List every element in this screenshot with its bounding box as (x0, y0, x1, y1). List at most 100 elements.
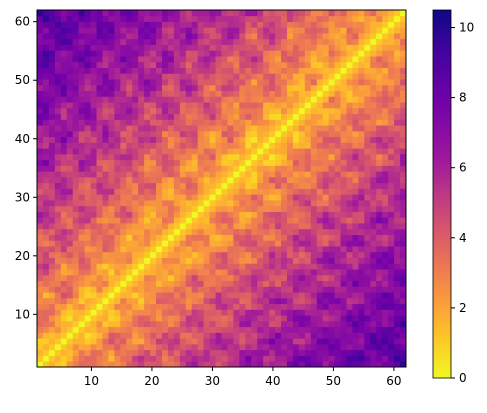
heatmap-cell (191, 182, 199, 189)
heatmap-cell (173, 211, 181, 218)
heatmap-cell (179, 194, 187, 201)
heatmap-cell (227, 263, 234, 270)
heatmap-cell (215, 96, 222, 103)
heatmap-cell (72, 182, 80, 189)
heatmap-cell (221, 309, 228, 316)
heatmap-cell (245, 297, 252, 305)
heatmap-cell (197, 61, 205, 68)
heatmap-cell (292, 343, 300, 351)
heatmap-cell (60, 200, 68, 207)
heatmap-cell (167, 217, 175, 224)
heatmap-cell (269, 211, 276, 218)
heatmap-cell (72, 355, 80, 362)
heatmap-cell (156, 176, 163, 184)
heatmap-cell (54, 251, 62, 258)
heatmap-cell (304, 102, 312, 109)
heatmap-cell (281, 50, 288, 57)
heatmap-cell (84, 332, 91, 339)
heatmap-cell (203, 309, 210, 316)
heatmap-cell (304, 188, 312, 195)
heatmap-cell (37, 84, 44, 92)
heatmap-cell (96, 148, 103, 155)
heatmap-cell (126, 102, 133, 109)
heatmap-cell (179, 61, 187, 68)
heatmap-cell (358, 194, 365, 201)
heatmap-cell (203, 292, 210, 299)
heatmap-cell (156, 21, 163, 28)
heatmap-cell (239, 309, 246, 316)
heatmap-cell (197, 274, 205, 282)
heatmap-cell (394, 280, 401, 287)
heatmap-cell (78, 320, 86, 328)
heatmap-cell (400, 326, 407, 333)
heatmap-cell (352, 343, 359, 351)
heatmap-cell (90, 176, 97, 184)
heatmap-cell (138, 194, 145, 201)
heatmap-cell (370, 67, 377, 74)
heatmap-cell (298, 153, 306, 161)
heatmap-cell (394, 33, 401, 40)
heatmap-cell (227, 349, 234, 356)
heatmap-cell (78, 315, 86, 322)
heatmap-cell (54, 79, 62, 86)
heatmap-cell (251, 223, 258, 230)
heatmap-cell (328, 349, 335, 356)
heatmap-cell (48, 355, 56, 362)
heatmap-cell (275, 263, 282, 270)
heatmap-cell (54, 50, 62, 57)
heatmap-cell (156, 315, 163, 322)
heatmap-cell (197, 297, 205, 305)
heatmap-cell (191, 56, 199, 63)
heatmap-cell (334, 171, 341, 178)
heatmap-cell (161, 228, 169, 235)
heatmap-cell (215, 125, 222, 132)
heatmap-cell (328, 246, 335, 253)
heatmap-cell (90, 125, 97, 132)
heatmap-cell (138, 165, 145, 172)
heatmap-cell (394, 159, 401, 166)
heatmap-cell (221, 56, 228, 63)
heatmap-cell (114, 246, 121, 253)
heatmap-cell (42, 303, 50, 310)
heatmap-cell (215, 246, 222, 253)
heatmap-cell (388, 113, 395, 120)
heatmap-cell (245, 33, 252, 40)
heatmap-cell (370, 320, 377, 328)
heatmap-cell (156, 228, 163, 235)
heatmap-cell (215, 280, 222, 287)
heatmap-cell (197, 90, 205, 97)
heatmap-cell (161, 274, 169, 282)
heatmap-cell (215, 286, 222, 293)
heatmap-cell (60, 182, 68, 189)
heatmap-cell (84, 10, 91, 17)
heatmap-cell (281, 96, 288, 103)
heatmap-cell (54, 326, 62, 333)
heatmap-cell (173, 361, 181, 368)
heatmap-cell (286, 280, 294, 287)
heatmap-cell (310, 246, 318, 253)
heatmap-cell (37, 251, 44, 258)
heatmap-cell (358, 102, 365, 109)
heatmap-cell (310, 332, 318, 339)
heatmap-cell (394, 61, 401, 68)
heatmap-cell (239, 176, 246, 184)
heatmap-cell (263, 165, 270, 172)
heatmap-cell (328, 205, 335, 212)
heatmap-cell (167, 326, 175, 333)
heatmap-cell (298, 309, 306, 316)
heatmap-cell (340, 90, 347, 97)
heatmap-cell (120, 211, 127, 218)
heatmap-cell (358, 320, 365, 328)
heatmap-cell (286, 303, 294, 310)
heatmap-cell (388, 79, 395, 86)
heatmap-cell (263, 194, 270, 201)
heatmap-cell (173, 10, 181, 17)
heatmap-cell (102, 246, 109, 253)
heatmap-cell (334, 107, 341, 115)
heatmap-cell (221, 194, 228, 201)
heatmap-cell (72, 274, 80, 282)
heatmap-cell (48, 90, 56, 97)
heatmap-cell (275, 171, 282, 178)
heatmap-cell (215, 309, 222, 316)
heatmap-cell (132, 269, 139, 276)
